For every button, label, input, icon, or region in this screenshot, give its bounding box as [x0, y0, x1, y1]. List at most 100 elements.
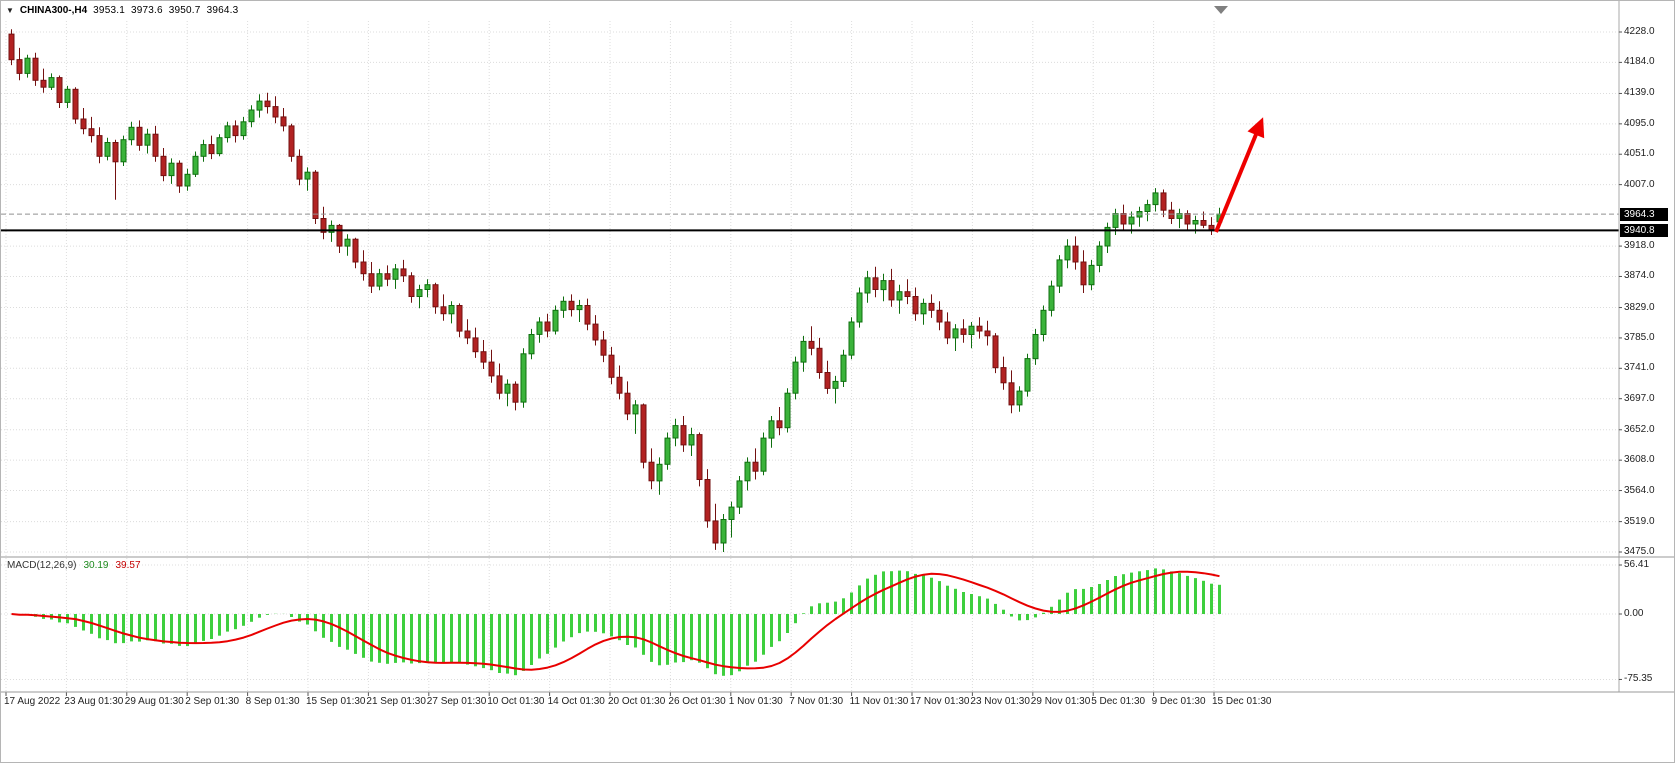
candle-bullish: [304, 171, 311, 180]
candle-bearish: [336, 224, 343, 247]
candle-bullish: [1064, 245, 1071, 261]
candle-bearish: [712, 520, 719, 544]
candle-bearish: [456, 305, 463, 332]
candle-bearish: [480, 351, 487, 363]
candle-bearish: [512, 383, 519, 403]
time-axis-label: 11 Nov 01:30: [849, 696, 909, 707]
candle-bearish: [824, 372, 831, 389]
candle-bullish: [672, 425, 679, 439]
time-axis-label: 2 Sep 01:30: [185, 696, 240, 707]
candle-bearish: [1000, 367, 1007, 384]
candle-bearish: [872, 277, 879, 290]
candle-bullish: [1024, 358, 1031, 392]
candle-bullish: [200, 144, 207, 157]
arrow-shaft[interactable]: [1214, 131, 1259, 233]
candle-bullish: [240, 121, 247, 137]
candle-bullish: [968, 325, 975, 336]
macd-axis-label: 56.41: [1624, 559, 1650, 570]
symbol-dropdown-icon[interactable]: ▼: [6, 5, 14, 15]
candle-bullish: [64, 88, 71, 103]
candle-bearish: [32, 57, 39, 81]
candle-bullish: [576, 305, 583, 311]
time-axis-label: 23 Nov 01:30: [970, 696, 1030, 707]
time-axis-label: 21 Sep 01:30: [366, 696, 426, 707]
candle-bearish: [96, 135, 103, 157]
candle-bullish: [560, 300, 567, 311]
candle-bearish: [40, 79, 47, 88]
candle-bearish: [624, 392, 631, 415]
candle-bullish: [224, 125, 231, 139]
macd-axis-label: -75.35: [1624, 673, 1653, 685]
candle-bearish: [680, 425, 687, 446]
candle-bullish: [840, 354, 847, 382]
candle-bearish: [80, 118, 87, 130]
time-axis-label: 17 Nov 01:30: [910, 696, 970, 707]
candle-bearish: [640, 404, 647, 463]
candle-bullish: [632, 404, 639, 415]
candle-bearish: [912, 296, 919, 315]
candle-bullish: [48, 77, 55, 88]
hline-price-badge: 3940.8: [1620, 223, 1668, 237]
candle-bearish: [272, 106, 279, 118]
candle-bearish: [152, 133, 159, 157]
candle-bullish: [104, 142, 111, 157]
candle-bullish: [744, 461, 751, 482]
candle-bearish: [944, 321, 951, 339]
price-axis-label: 3785.0: [1624, 331, 1655, 343]
price-axis-label: 3652.0: [1624, 423, 1655, 435]
time-axis-label: 15 Sep 01:30: [306, 696, 366, 707]
time-axis-label: 5 Dec 01:30: [1091, 696, 1146, 707]
candle-bearish: [472, 337, 479, 353]
candle-bearish: [696, 434, 703, 481]
candle-bullish: [144, 133, 151, 146]
price-axis-label: 4051.0: [1624, 148, 1655, 160]
candle-bearish: [1120, 213, 1127, 225]
candle-bullish: [760, 437, 767, 472]
candle-bearish: [608, 354, 615, 378]
time-axis-label: 23 Aug 01:30: [64, 696, 124, 707]
candle-bullish: [1128, 216, 1135, 225]
price-axis-label: 4184.0: [1624, 56, 1655, 68]
candle-bullish: [528, 334, 535, 355]
candle-bullish: [1104, 226, 1111, 247]
candle-bullish: [1112, 213, 1119, 228]
candle-bearish: [1160, 192, 1167, 211]
time-axis-label: 15 Dec 01:30: [1212, 696, 1272, 707]
candle-bearish: [16, 59, 23, 74]
candle-bullish: [376, 273, 383, 287]
price-axis-label: 4095.0: [1624, 117, 1655, 129]
candle-bearish: [360, 261, 367, 275]
macd-signal-line: [11, 570, 1220, 671]
candle-bearish: [176, 162, 183, 187]
macd-signal-value: 39.57: [115, 560, 141, 571]
candle-bearish: [384, 273, 391, 280]
candle-bearish: [352, 238, 359, 263]
candle-bearish: [704, 479, 711, 522]
candle-bearish: [1008, 382, 1015, 406]
candle-bearish: [464, 330, 471, 339]
candle-bearish: [592, 323, 599, 341]
chart-shift-marker-icon[interactable]: [1214, 6, 1228, 14]
price-axis-label: 3874.0: [1624, 270, 1655, 282]
candle-bullish: [896, 291, 903, 301]
candle-bullish: [168, 162, 175, 177]
candle-bearish: [1184, 213, 1191, 225]
candle-bearish: [264, 100, 271, 108]
candle-bullish: [24, 57, 31, 74]
candle-bullish: [856, 292, 863, 323]
price-axis-label: 3918.0: [1624, 240, 1655, 252]
candle-bearish: [400, 268, 407, 277]
candle-bullish: [832, 380, 839, 389]
price-axis-label: 3829.0: [1624, 301, 1655, 313]
candle-bearish: [88, 128, 95, 137]
candle-bearish: [616, 376, 623, 394]
candle-bearish: [432, 284, 439, 308]
time-axis-label: 26 Oct 01:30: [668, 696, 726, 707]
price-axis-label: 3608.0: [1624, 454, 1655, 466]
candle-bearish: [368, 273, 375, 287]
candle-bearish: [1208, 224, 1215, 230]
candle-bullish: [416, 289, 423, 298]
ohlc-close-value: 3964.3: [206, 5, 239, 16]
candle-bullish: [864, 277, 871, 294]
